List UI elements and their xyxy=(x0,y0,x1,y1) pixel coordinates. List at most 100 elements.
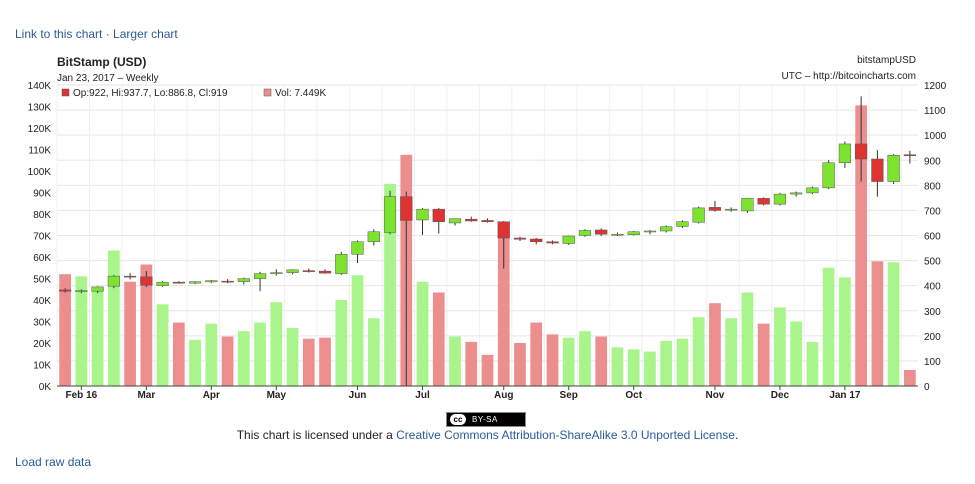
candle-body xyxy=(253,273,267,279)
candle-body xyxy=(205,280,218,283)
volume-tick-label: 50K xyxy=(33,275,51,286)
date-tick-label: Feb 16 xyxy=(66,390,98,401)
candle-body xyxy=(660,226,673,232)
price-tick-label: 600 xyxy=(924,232,941,243)
candle-body xyxy=(790,192,803,195)
price-tick-label: 1100 xyxy=(924,106,946,117)
volume-tick-label: 0K xyxy=(39,382,52,393)
volume-bar xyxy=(514,343,526,386)
load-raw-data-link[interactable]: Load raw data xyxy=(15,455,92,469)
volume-bar xyxy=(855,105,867,387)
price-tick-label: 1200 xyxy=(924,81,947,92)
date-tick-label: Oct xyxy=(625,390,642,401)
volume-bar xyxy=(790,321,803,386)
volume-tick-label: 70K xyxy=(33,232,51,243)
volume-tick-label: 100K xyxy=(28,167,52,178)
license-prefix: This chart is licensed under a xyxy=(236,428,397,442)
volume-bar xyxy=(644,351,656,386)
volume-bar xyxy=(806,341,819,386)
volume-bar xyxy=(156,304,169,386)
candle-body xyxy=(513,237,527,240)
larger-chart-link[interactable]: Larger chart xyxy=(113,27,178,41)
candle-body xyxy=(91,286,104,292)
volume-bar xyxy=(75,276,88,386)
date-tick-label: Jan 17 xyxy=(829,390,861,401)
candle-body xyxy=(318,270,332,274)
price-tick-label: 1000 xyxy=(924,131,947,142)
date-tick-label: Nov xyxy=(705,390,724,401)
candle-body xyxy=(237,278,250,282)
candle-body xyxy=(595,229,608,235)
candle-body xyxy=(903,154,916,156)
candle-body xyxy=(773,193,787,205)
volume-bar xyxy=(871,261,884,386)
candle-body xyxy=(643,230,657,233)
volume-tick-label: 80K xyxy=(33,210,51,221)
candle-body xyxy=(367,231,380,243)
candle-body xyxy=(465,218,478,222)
license-line: This chart is licensed under a Creative … xyxy=(0,428,975,442)
candle-body xyxy=(611,233,624,236)
candle-body xyxy=(725,208,738,211)
volume-bar xyxy=(757,323,770,386)
volume-bar xyxy=(319,337,331,386)
candle-body xyxy=(156,281,169,286)
candle-body xyxy=(416,208,429,221)
chart-symbol: bitstampUSD xyxy=(857,55,916,66)
volume-bar xyxy=(449,336,461,386)
candle-body xyxy=(855,143,868,160)
chart-title: BitStamp (USD) xyxy=(57,55,146,69)
candle-body xyxy=(530,238,543,243)
candle-body xyxy=(546,241,559,244)
volume-bar xyxy=(335,300,348,386)
date-tick-label: Aug xyxy=(494,390,513,401)
volume-bar xyxy=(822,267,835,386)
volume-bar xyxy=(741,292,754,386)
volume-bar xyxy=(59,274,71,386)
candle-body xyxy=(448,218,462,224)
candle-body xyxy=(124,275,137,278)
volume-bar xyxy=(660,340,673,386)
price-tick-label: 300 xyxy=(924,307,941,318)
date-tick-label: Sep xyxy=(560,390,578,401)
date-axis: Feb 16 Mar Apr May Jun Jul Aug Sep Oct Nov Dec Jan … xyxy=(66,386,861,401)
candle-body xyxy=(708,207,722,211)
gridlines xyxy=(56,84,918,387)
link-to-chart[interactable]: Link to this chart xyxy=(15,27,103,41)
volume-bar xyxy=(189,339,201,386)
legend: Op:922, Hi:937.7, Lo:886.8, Cl:919 Vol: … xyxy=(61,88,326,99)
volume-bar xyxy=(270,302,283,386)
volume-tick-label: 40K xyxy=(33,296,51,307)
candle-body xyxy=(383,196,397,233)
volume-bar xyxy=(140,264,153,386)
candle-body xyxy=(692,207,705,223)
date-tick-label: Jun xyxy=(349,390,367,401)
license-suffix: . xyxy=(734,428,739,442)
legend-ohlc-swatch xyxy=(61,88,70,97)
candle-body xyxy=(676,221,689,227)
volume-bar xyxy=(562,337,575,386)
price-tick-label: 700 xyxy=(924,206,941,217)
legend-vol-swatch xyxy=(263,88,272,97)
date-tick-label: May xyxy=(267,390,287,401)
volume-bar xyxy=(595,336,608,386)
candle-body xyxy=(578,230,592,236)
volume-tick-label: 60K xyxy=(33,253,51,264)
price-tick-label: 100 xyxy=(924,357,941,368)
volume-bar xyxy=(432,292,445,386)
license-link[interactable]: Creative Commons Attribution-ShareAlike … xyxy=(396,428,735,442)
candle-body xyxy=(400,196,413,221)
price-tick-label: 900 xyxy=(924,156,941,167)
candle-body xyxy=(172,281,185,284)
volume-bar xyxy=(237,331,250,386)
chart-source: UTC – http://bitcoincharts.com xyxy=(782,71,917,82)
volume-bar xyxy=(108,250,120,386)
candle-body xyxy=(887,154,900,182)
volume-bar xyxy=(254,322,266,386)
cc-license-badge[interactable]: cc BY-SA xyxy=(446,412,526,427)
volume-tick-label: 130K xyxy=(28,103,52,114)
volume-bar xyxy=(172,322,185,386)
volume-bar xyxy=(205,323,218,386)
volume-bar xyxy=(887,262,900,386)
